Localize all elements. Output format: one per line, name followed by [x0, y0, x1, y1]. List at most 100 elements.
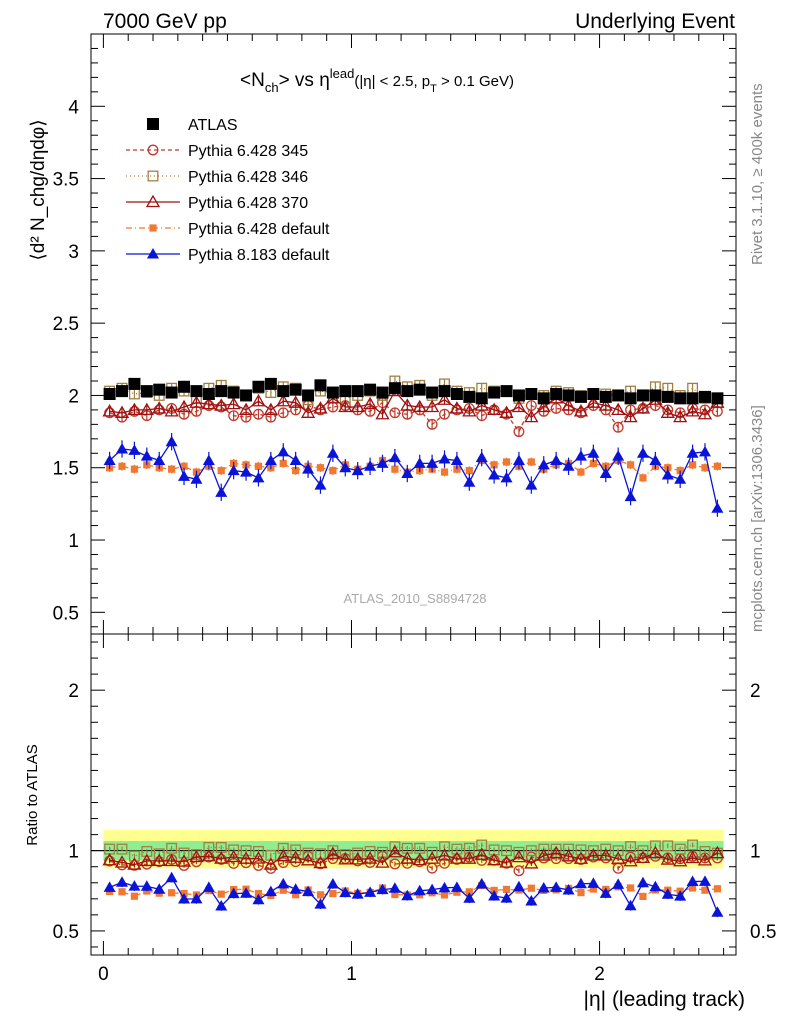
y-tick-label-main: 3.5 — [53, 170, 79, 191]
ratio-point — [290, 844, 302, 856]
legend-label: Pythia 6.428 370 — [188, 195, 308, 212]
data-point — [202, 388, 215, 400]
ratio-point — [598, 848, 613, 861]
legend-item: Pythia 6.428 default — [126, 221, 330, 238]
data-point — [635, 401, 651, 414]
data-point — [686, 392, 699, 405]
data-point — [537, 392, 550, 405]
data-point — [649, 389, 662, 402]
data-point — [661, 468, 674, 480]
data-point — [711, 392, 724, 405]
data-point — [351, 385, 364, 398]
data-point — [698, 445, 711, 457]
ratio-point — [649, 880, 662, 892]
ratio-point — [292, 891, 300, 899]
ratio-point — [623, 853, 638, 867]
ratio-point — [351, 888, 364, 899]
data-point — [329, 467, 337, 475]
y-tick-label-ratio: 1 — [68, 842, 79, 863]
data-point — [190, 385, 203, 398]
ratio-point — [573, 851, 589, 864]
ratio-point — [438, 881, 451, 893]
data-point — [673, 409, 688, 423]
ratio-point — [315, 848, 326, 860]
ratio-point — [611, 851, 626, 864]
ratio-point — [636, 876, 649, 888]
data-point — [350, 399, 365, 413]
data-point — [277, 407, 289, 419]
y-tick-label-ratio: 0.5 — [53, 922, 79, 943]
ratio-point — [625, 841, 637, 853]
data-point — [512, 454, 525, 466]
ratio-point — [462, 851, 477, 864]
data-point — [511, 399, 527, 413]
data-point — [711, 502, 724, 513]
y-tick-label-main: 1.5 — [53, 459, 79, 480]
data-point — [118, 462, 126, 470]
ratio-point — [586, 848, 601, 861]
data-point — [364, 460, 377, 471]
data-point — [450, 388, 463, 400]
legend-marker — [147, 118, 159, 130]
ratio-point — [139, 853, 154, 867]
ratio-point — [214, 851, 229, 864]
ratio-point — [387, 844, 403, 858]
data-point — [612, 450, 625, 461]
y-tick-label-main: 0.5 — [53, 603, 79, 624]
data-point — [624, 392, 637, 405]
data-point — [228, 410, 240, 422]
legend-marker — [147, 144, 159, 156]
ratio-point — [648, 845, 663, 859]
data-point — [264, 377, 277, 390]
header-left: 7000 GeV pp — [103, 10, 227, 33]
chart-title: <Nch> vs ηlead(|η| < 2.5, pT > 0.1 GeV) — [240, 66, 514, 95]
ratio-point — [329, 889, 337, 898]
data-point — [674, 392, 687, 405]
data-point — [178, 380, 191, 393]
ratio-point — [388, 882, 401, 893]
data-point — [500, 385, 513, 398]
ratio-point — [391, 890, 399, 899]
y-tick-label-main: 1 — [68, 531, 79, 552]
ratio-series-pythia-8-183-default — [103, 871, 724, 918]
ratio-point — [178, 892, 191, 904]
data-point — [450, 454, 463, 466]
ratio-series-line — [109, 855, 718, 872]
series-atlas — [103, 377, 724, 405]
ratio-point — [389, 858, 401, 870]
data-point — [128, 444, 141, 455]
ratio-point — [227, 887, 240, 899]
data-point — [413, 383, 426, 396]
ratio-point — [300, 852, 316, 866]
data-point — [527, 458, 535, 466]
data-point — [487, 402, 502, 416]
data-point — [599, 467, 612, 479]
ratio-point — [265, 849, 277, 861]
data-point — [661, 390, 674, 403]
data-point — [449, 401, 465, 414]
watermark: ATLAS_2010_S8894728 — [344, 591, 487, 606]
data-point — [437, 392, 452, 405]
ratio-point — [276, 848, 291, 862]
y-tick-label-main: 2.5 — [53, 314, 79, 335]
data-point — [587, 388, 600, 400]
data-point — [488, 468, 501, 480]
ratio-point — [661, 888, 674, 899]
ratio-point — [674, 843, 686, 855]
y-axis-label-main: ⟨d² N_chg/dηdφ⟩ — [28, 119, 49, 260]
ratio-point — [524, 856, 539, 869]
data-point — [279, 459, 287, 467]
data-point — [227, 386, 240, 399]
data-point — [375, 406, 390, 420]
ratio-point — [574, 877, 587, 889]
series-line — [109, 389, 718, 418]
ratio-point — [500, 892, 513, 903]
data-point — [302, 463, 315, 474]
data-point — [254, 462, 263, 470]
data-point — [626, 461, 635, 469]
ratio-point — [302, 885, 315, 897]
data-point — [639, 474, 647, 482]
data-point — [577, 468, 585, 476]
ratio-point — [536, 848, 551, 861]
ratio-point — [449, 851, 465, 864]
